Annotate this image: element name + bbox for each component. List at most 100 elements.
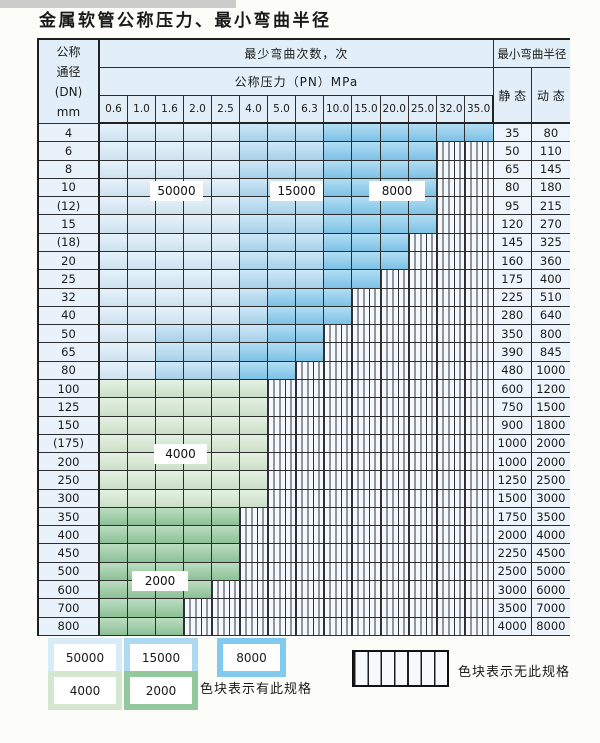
spec-cell-none [465,270,494,289]
spec-cell [380,233,409,252]
spec-cell-none [437,617,466,636]
spec-cell-none [324,526,353,545]
spec-cell-none [465,416,494,435]
spec-cell [324,306,353,326]
spec-cell-none [465,325,494,344]
spec-cell-none [408,489,438,508]
dynamic-value-cell: 360 [531,251,570,271]
spec-cell [100,562,128,582]
spec-cell-none [408,416,438,435]
spec-cell [184,197,212,216]
spec-cell [100,325,128,344]
spec-cell [184,361,212,380]
spec-cell-none [352,453,381,472]
spec-cell [100,617,128,636]
spec-cell [212,233,240,252]
spec-cell [324,197,353,216]
spec-cell-none [465,160,494,179]
dn-cell: 600 [39,581,100,600]
spec-cell [324,288,353,307]
static-value-cell: 120 [493,215,532,234]
spec-cell [324,233,353,252]
spec-cell-none [352,471,381,490]
spec-cell-none [324,471,353,490]
spec-cell-none [408,343,438,362]
spec-cell-none [380,343,409,362]
spec-cell [212,270,240,289]
dynamic-value-cell: 270 [531,215,570,234]
spec-cell-none [380,270,409,289]
spec-cell [184,160,212,179]
spec-cell [156,142,184,161]
spec-cell-none [380,416,409,435]
spec-cell [100,160,128,179]
spec-cell [408,142,438,161]
dn-cell: 32 [39,288,100,307]
spec-cell-none [324,562,353,582]
spec-cell [240,178,268,198]
spec-cell-none [324,434,353,454]
static-value-cell: 1500 [493,489,532,508]
spec-cell-none [465,306,494,326]
bend-radius-header: 最小弯曲半径 [493,40,570,68]
spec-cell-none [380,489,409,508]
region-label-8000: 8000 [369,181,425,201]
spec-cell-none [296,599,324,618]
spec-cell [100,398,128,417]
dn-cell: 100 [39,379,100,399]
pressure-value-cell: 32.0 [437,96,466,124]
spec-cell [128,288,156,307]
static-value-cell: 225 [493,288,532,307]
spec-cell-none [408,581,438,600]
spec-cell [408,197,438,216]
spec-cell [352,142,381,161]
spec-cell-none [380,507,409,527]
static-value-cell: 750 [493,398,532,417]
static-value-cell: 175 [493,270,532,289]
spec-cell [212,544,240,563]
spec-cell-none [268,453,296,472]
spec-cell-none [437,215,466,234]
static-value-cell: 2500 [493,562,532,582]
spec-cell [100,471,128,490]
spec-cell [296,233,324,252]
static-value-cell: 1000 [493,453,532,472]
spec-cell-none [212,599,240,618]
spec-cell-none [296,453,324,472]
spec-cell-none [352,544,381,563]
spec-cell [156,471,184,490]
spec-cell [212,361,240,380]
spec-cell [268,160,296,179]
spec-cell-none [465,197,494,216]
dynamic-value-cell: 2000 [531,453,570,472]
spec-cell-none [296,471,324,490]
spec-cell [240,288,268,307]
spec-cell [268,215,296,234]
spec-cell-none [268,434,296,454]
spec-cell [296,325,324,344]
dynamic-value-cell: 145 [531,160,570,179]
pressure-value-cell: 0.6 [100,96,128,124]
legend-has-spec-note: 色块表示有此规格 [200,682,313,697]
static-value-cell: 1000 [493,434,532,454]
spec-cell [465,124,494,143]
static-value-cell: 145 [493,233,532,252]
spec-cell [296,124,324,143]
spec-cell [128,270,156,289]
spec-cell [156,617,184,636]
spec-cell [408,124,438,143]
spec-cell [212,379,240,399]
dn-cell: 50 [39,325,100,344]
dn-header-line: (DN) [54,84,83,99]
spec-cell [128,434,156,454]
dynamic-value-cell: 1200 [531,379,570,399]
spec-cell-none [268,526,296,545]
spec-cell [156,251,184,271]
spec-cell [408,215,438,234]
spec-cell-none [268,416,296,435]
pressure-value-cell: 10.0 [324,96,353,124]
spec-cell-none [465,343,494,362]
dn-cell: (12) [39,197,100,216]
legend-swatch-2000: 2000 [124,671,198,710]
spec-cell-none [296,489,324,508]
